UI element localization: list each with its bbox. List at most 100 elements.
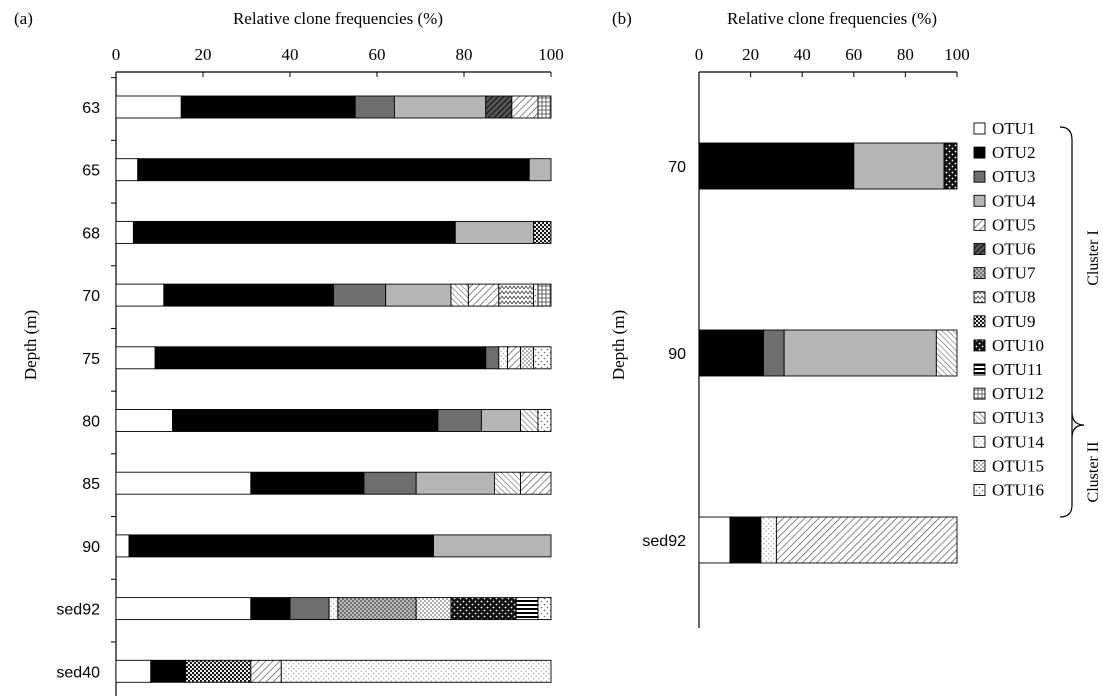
legend-label: OTU7 [992,264,1036,283]
bar-segment-otu14 [280,659,552,683]
panel-b-label: (b) [612,9,632,28]
bar-segment-otu3 [485,346,500,370]
panel-a-x-tick-label: 80 [456,45,473,64]
bar-segment-otu2 [137,158,530,182]
legend-label: OTU9 [992,312,1035,331]
bar-segment-otu15 [415,597,452,621]
panel-a-category-label: 85 [82,476,100,493]
bar-segment-otu4 [385,283,452,307]
legend-swatch [973,411,986,424]
legend-label: OTU5 [992,215,1035,234]
bar-segment-otu2 [250,471,365,495]
legend-label: OTU6 [992,240,1035,259]
bar-segment-otu2 [250,597,291,621]
bar-segment-otu16 [533,346,552,370]
legend-label: OTU14 [992,432,1044,451]
bar-segment-otu5 [511,95,539,119]
cluster-ii-label: Cluster II [1085,442,1102,503]
bar-segment-otu2 [154,346,487,370]
panel-a-x-tick-label: 60 [369,45,386,64]
legend-label: OTU2 [992,143,1035,162]
legend-swatch [973,194,986,207]
bar-segment-otu1 [115,158,139,182]
bar-segment-otu1 [115,534,130,558]
legend-swatch [973,170,986,183]
bar-segment-otu1 [115,283,165,307]
bar-segment-otu5 [467,283,500,307]
panel-b-x-tick-label: 40 [794,45,811,64]
bar-segment-otu4 [480,409,521,432]
cluster-i-brace [1059,126,1085,439]
panel-b-chart: 0 20 40 60 80 100 70 90 sed92 [642,45,970,628]
panel-b-x-tick-label: 0 [695,45,704,64]
bar-segment-otu4 [415,471,495,495]
legend-label: OTU10 [992,336,1044,355]
bar-segment-otu2 [180,95,356,119]
bar-segment-otu1 [115,220,134,244]
panel-a-category-label: 75 [82,351,100,368]
panel-a-x-tick-label: 100 [538,45,564,64]
legend-label: OTU3 [992,167,1035,186]
panel-b-x-tick-label: 100 [944,45,970,64]
panel-b-x-tick-label: 20 [742,45,759,64]
panel-b-x-axis-title: Relative clone frequencies (%) [727,9,937,28]
bar-segment-otu1 [115,95,182,119]
bar-segment-otu5 [250,659,282,683]
bar-segment-otu14 [760,516,777,564]
legend-swatch [973,243,986,255]
bar-segment-otu9 [185,659,252,683]
bar-segment-otu5 [775,516,958,564]
panel-a-category-label: 68 [82,225,100,242]
panel-a-label: (a) [14,9,33,28]
bar-segment-otu2 [698,329,764,377]
panel-a-x-axis-title: Relative clone frequencies (%) [233,9,443,28]
bar-segment-otu1 [115,471,252,495]
panel-a-x-tick-label: 40 [282,45,299,64]
bar-segment-otu13 [450,283,469,307]
legend-swatch [973,291,986,304]
panel-a-y-axis-title: Depth (m) [21,310,40,380]
bar-segment-otu2 [163,283,334,307]
legend-label: OTU13 [992,408,1044,427]
legend-label: OTU1 [992,119,1035,138]
legend-swatch [973,315,986,328]
legend-swatch [973,459,986,472]
panel-b-x-tick-label: 80 [897,45,914,64]
bar-segment-otu3 [763,329,785,377]
bar-segment-otu3 [437,409,482,432]
bar-segment-otu1 [115,409,173,432]
legend-label: OTU4 [992,191,1036,210]
legend-label: OTU15 [992,456,1044,475]
panel-b-x-tick-label: 60 [845,45,862,64]
bar-segment-otu9 [533,220,552,244]
bar-segment-otu2 [132,220,456,244]
panel-b-category-label: sed92 [642,533,686,550]
bar-segment-otu1 [115,346,156,370]
bar-segment-otu15 [520,346,535,370]
legend-label: OTU16 [992,481,1044,500]
bar-segment-otu16 [537,409,552,432]
legend-label: OTU11 [992,360,1043,379]
bar-segment-otu3 [289,597,330,621]
panel-a-chart: 0 20 40 60 80 100 63 65 68 70 75 80 85 90 sed92 sed40 [56,45,564,696]
bar-segment-otu14 [498,346,508,370]
bar-segment-otu4 [454,220,535,244]
panel-a-category-label: sed40 [56,664,100,681]
bar-segment-otu13 [494,471,522,495]
legend-swatch [973,484,986,496]
panel-a-x-tick-label: 20 [195,45,212,64]
bar-segment-otu2 [729,516,762,564]
bar-segment-otu2 [698,142,855,190]
bar-segment-otu11 [515,597,539,621]
bar-segment-otu1 [115,597,252,621]
legend-swatch [973,146,986,159]
bar-segment-otu3 [363,471,417,495]
bar-segment-otu16 [537,597,552,621]
bar-segment-otu4 [528,158,552,182]
bar-segment-otu2 [128,534,435,558]
bar-segment-otu4 [433,534,552,558]
cluster-ii-brace [1059,412,1073,518]
legend: OTU1 OTU2 OTU3 OTU4 OTU5 OTU6 OTU7 OTU8 OTU9 OTU1… [973,119,1044,500]
bar-segment-otu1 [115,659,152,683]
